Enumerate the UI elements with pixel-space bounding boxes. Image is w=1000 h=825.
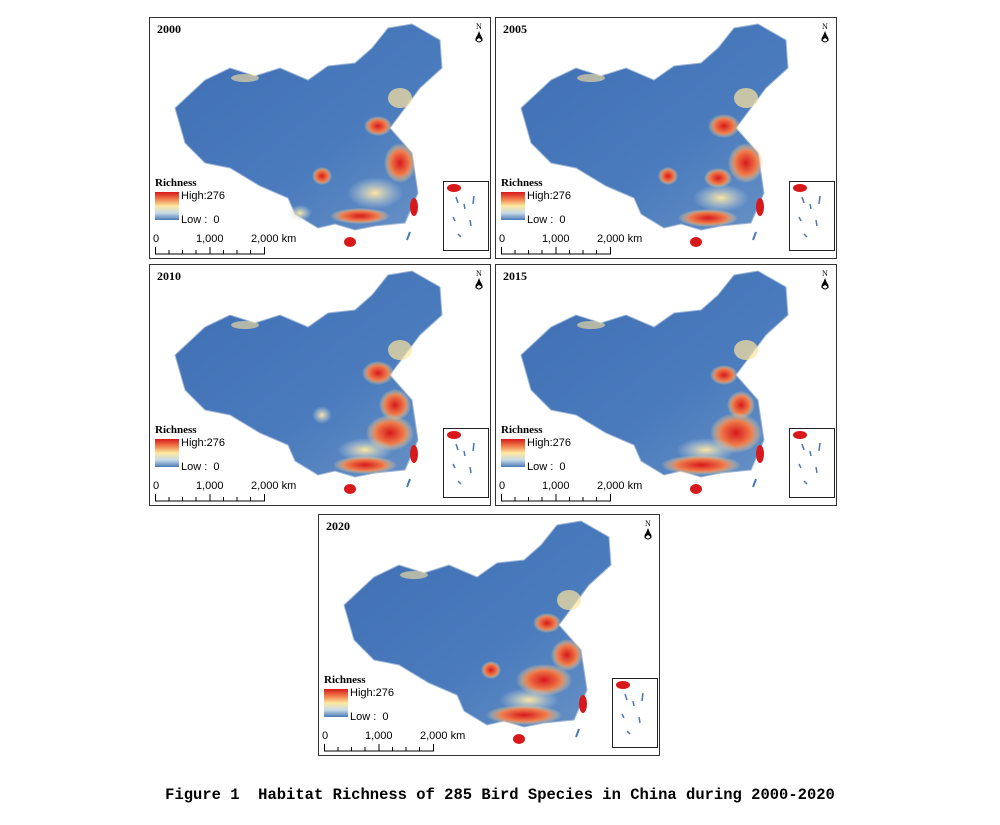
scale-label-2000: 2,000 km [597,480,643,492]
scale-bar-ticks [155,247,265,255]
legend-high-label: High:276 [350,687,395,699]
scale-label-0: 0 [499,233,506,245]
legend-low-label: Low : 0 [527,461,566,473]
legend-color-ramp [155,192,179,220]
scale-label-0: 0 [153,480,160,492]
scale-label-2000: 2,000 km [597,233,643,245]
legend-low-label: Low : 0 [350,711,389,723]
scale-bar: 0 1,000 2,000 km [322,730,465,754]
svg-text:N: N [476,269,482,278]
north-arrow-icon: N [821,22,829,43]
svg-text:N: N [822,22,828,31]
panel-year-label: 2010 [157,269,181,283]
inset-map [793,184,821,238]
legend-low-label: Low : 0 [181,214,220,226]
scale-bar-ticks [324,744,434,752]
scale-label-0: 0 [322,730,329,742]
svg-text:N: N [822,269,828,278]
south-china-sea-inset [612,678,658,748]
legend-high-label: High:276 [527,190,572,202]
panel-year-label: 2015 [503,269,527,283]
legend-low-label: Low : 0 [527,214,566,226]
scale-label-1000: 1,000 [196,233,224,245]
south-china-sea-inset [789,428,835,498]
scale-label-2000: 2,000 km [420,730,466,742]
inset-map [793,431,821,485]
legend-title: Richness [155,177,197,189]
scale-label-2000: 2,000 km [251,233,297,245]
south-china-sea-inset [789,181,835,251]
map-panel-2015: 2015 N Richness High:276 Low : 0 0 1,000… [495,264,837,506]
scale-label-0: 0 [153,233,160,245]
china-richness-map [520,270,789,494]
scale-label-1000: 1,000 [542,480,570,492]
legend-title: Richness [501,177,543,189]
map-panel-2020: 2020 N Richness High:276 Low : 0 0 1,000… [318,514,660,756]
figure-caption: Figure 1 Habitat Richness of 285 Bird Sp… [165,786,835,804]
scale-bar: 0 1,000 2,000 km [499,480,642,504]
legend-high-label: High:276 [181,437,226,449]
map-panel-2010: 2010 N Richness High:276 Low : 0 0 1,000… [149,264,491,506]
panel-year-label: 2005 [503,22,527,36]
south-china-sea-inset [443,181,489,251]
china-richness-map [520,23,789,247]
legend-high-label: High:276 [181,190,226,202]
north-arrow-icon: N [475,269,483,290]
china-richness-map [174,270,443,494]
legend-color-ramp [155,439,179,467]
map-panel-2000: 2000 N Richness High:276 Low : 0 0 1,000… [149,17,491,259]
scale-bar-ticks [501,494,611,502]
scale-label-1000: 1,000 [365,730,393,742]
svg-text:N: N [645,519,651,528]
legend-title: Richness [324,674,366,686]
panel-year-label: 2020 [326,519,350,533]
legend-color-ramp [324,689,348,717]
legend-color-ramp [501,192,525,220]
scale-label-0: 0 [499,480,506,492]
svg-text:N: N [476,22,482,31]
scale-label-1000: 1,000 [542,233,570,245]
scale-bar-ticks [155,494,265,502]
inset-map [616,681,644,735]
scale-bar: 0 1,000 2,000 km [499,233,642,257]
scale-bar: 0 1,000 2,000 km [153,480,296,504]
scale-label-2000: 2,000 km [251,480,297,492]
legend-low-label: Low : 0 [181,461,220,473]
legend-color-ramp [501,439,525,467]
south-china-sea-inset [443,428,489,498]
legend-high-label: High:276 [527,437,572,449]
legend-title: Richness [155,424,197,436]
north-arrow-icon: N [821,269,829,290]
map-panel-2005: 2005 N Richness High:276 Low : 0 0 1,000… [495,17,837,259]
scale-bar-ticks [501,247,611,255]
inset-map [447,184,475,238]
legend-title: Richness [501,424,543,436]
north-arrow-icon: N [475,22,483,43]
panel-year-label: 2000 [157,22,181,36]
north-arrow-icon: N [644,519,652,540]
scale-bar: 0 1,000 2,000 km [153,233,296,257]
inset-map [447,431,475,485]
china-richness-map [174,23,443,247]
scale-label-1000: 1,000 [196,480,224,492]
china-richness-map [343,520,612,744]
